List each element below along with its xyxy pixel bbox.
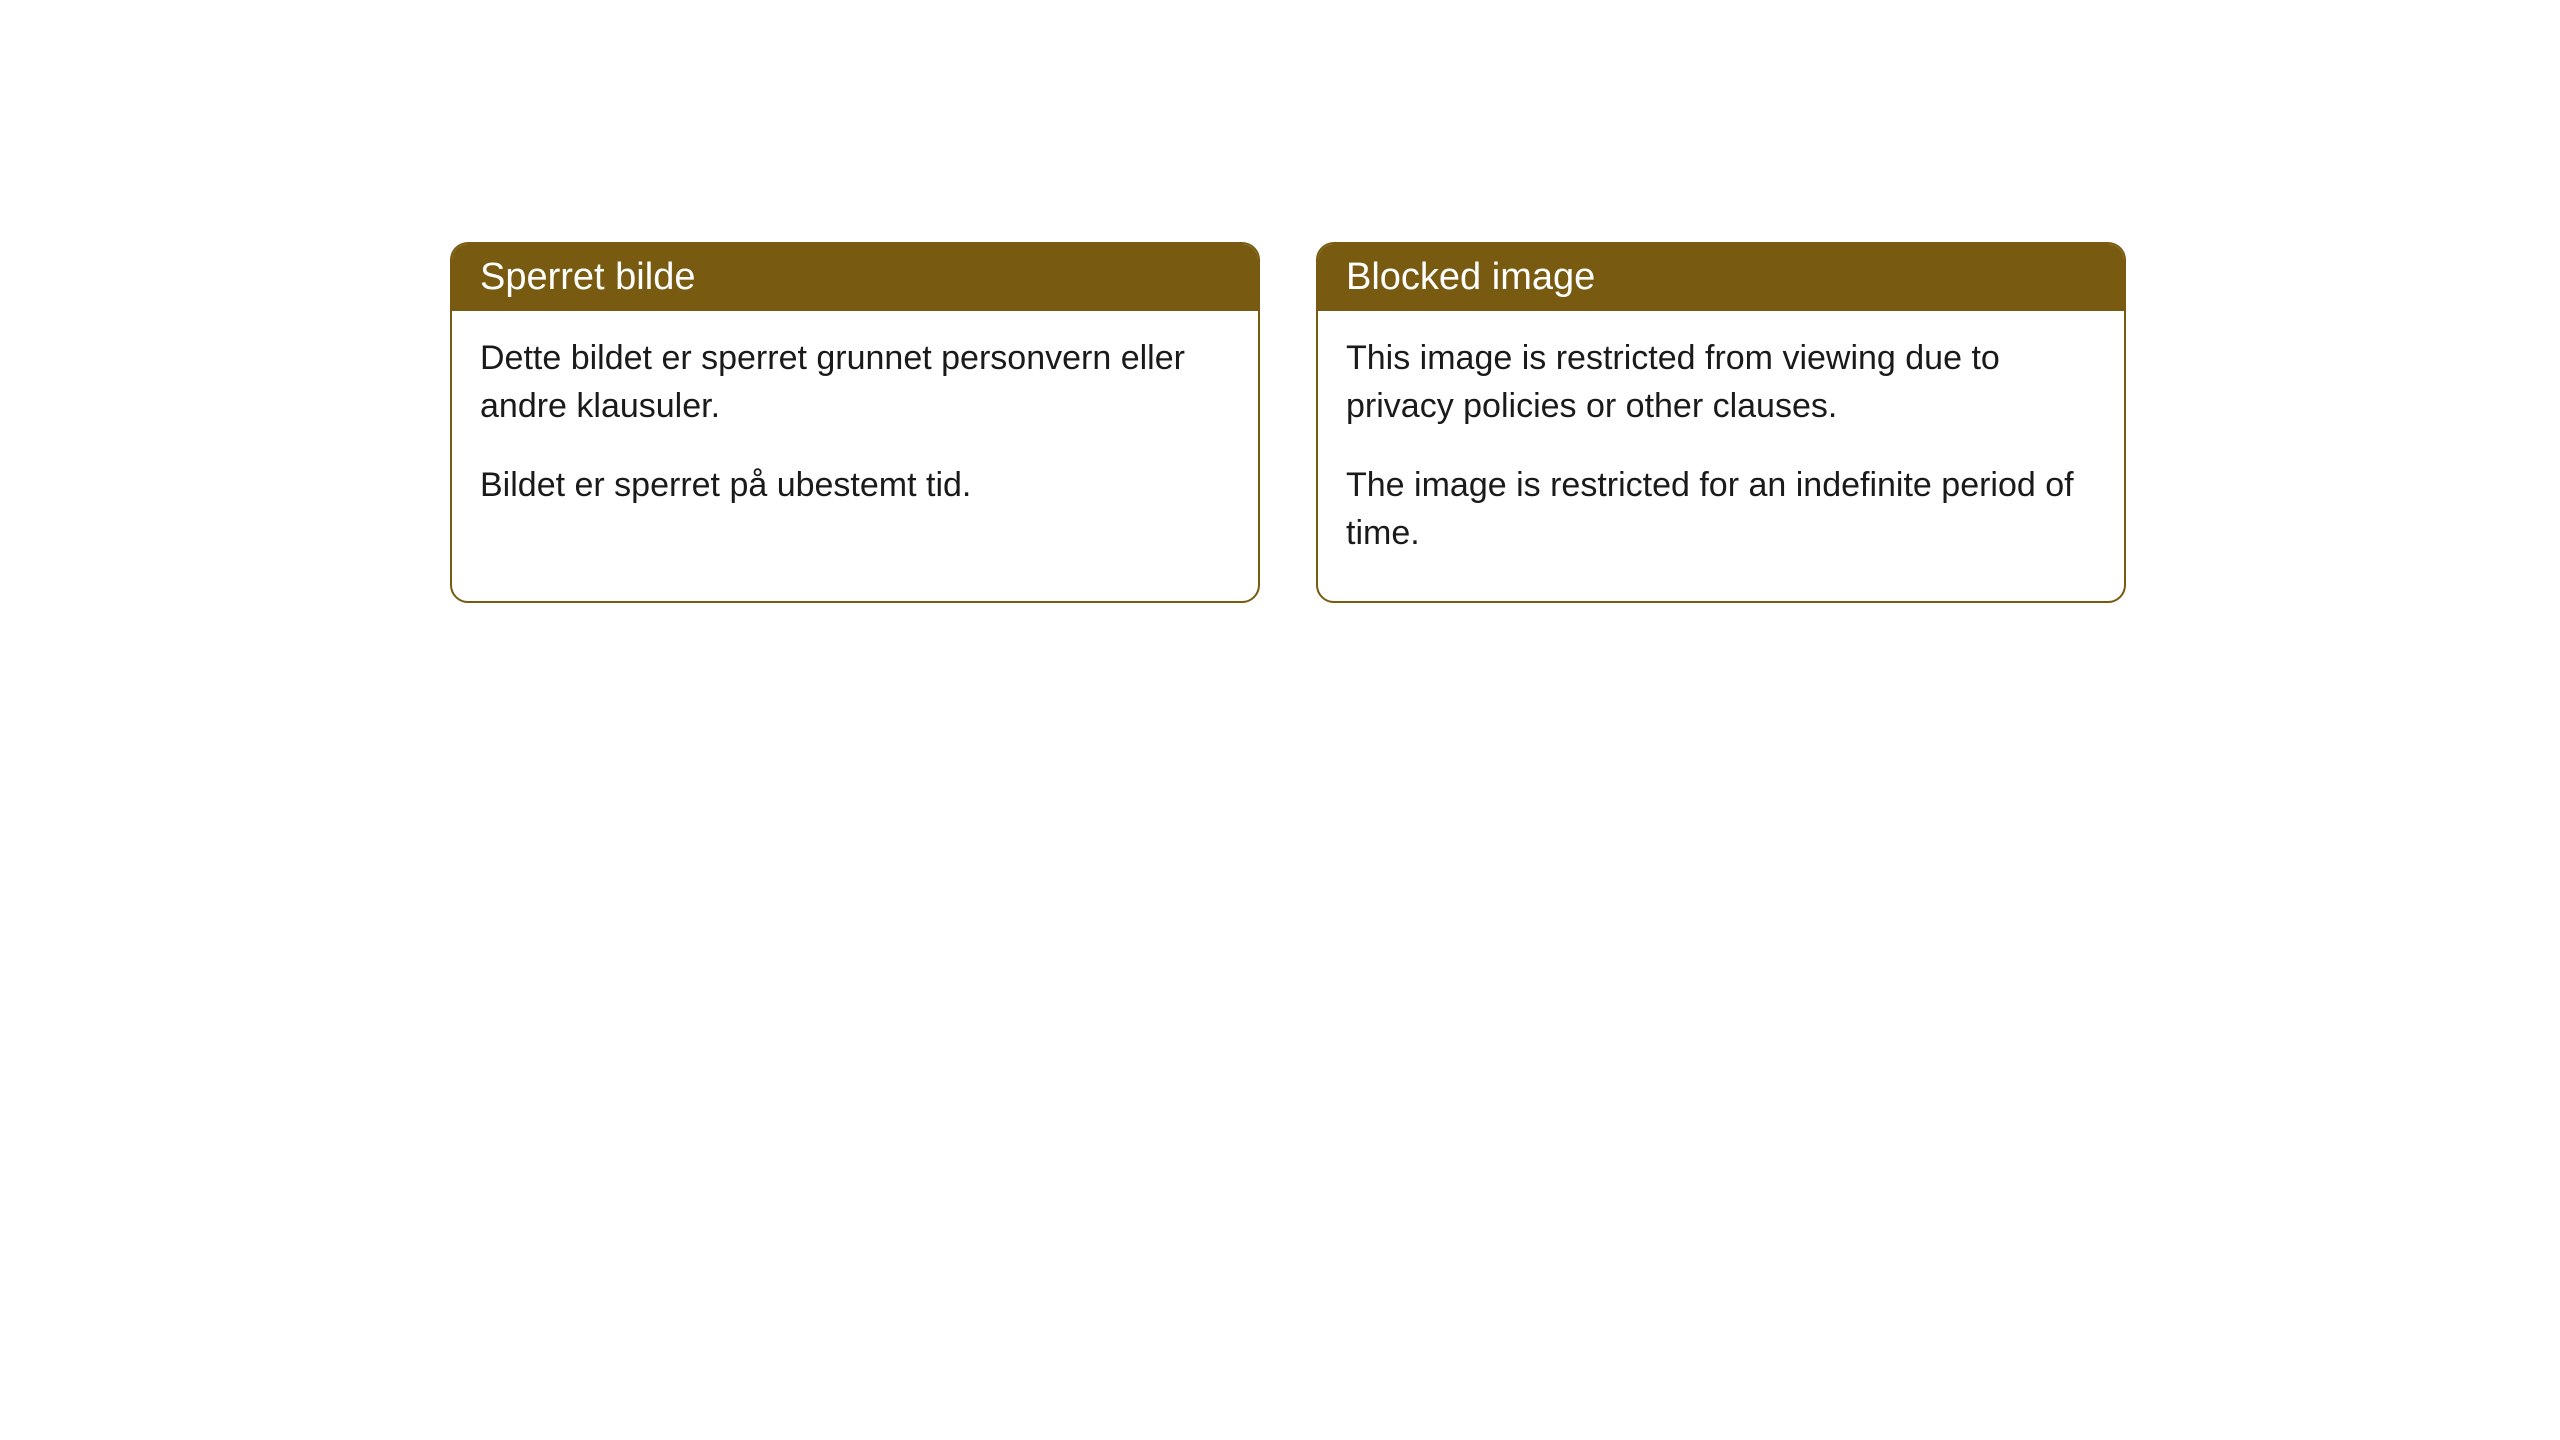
blocked-image-card-english: Blocked image This image is restricted f… [1316,242,2126,603]
card-body-norwegian: Dette bildet er sperret grunnet personve… [452,311,1258,554]
card-body-english: This image is restricted from viewing du… [1318,311,2124,601]
card-header-english: Blocked image [1318,244,2124,311]
card-title: Sperret bilde [480,256,695,298]
card-header-norwegian: Sperret bilde [452,244,1258,311]
card-paragraph: This image is restricted from viewing du… [1346,335,2096,430]
card-paragraph: The image is restricted for an indefinit… [1346,462,2096,557]
card-paragraph: Bildet er sperret på ubestemt tid. [480,462,1230,510]
card-title: Blocked image [1346,256,1595,298]
notification-cards-container: Sperret bilde Dette bildet er sperret gr… [450,242,2126,603]
blocked-image-card-norwegian: Sperret bilde Dette bildet er sperret gr… [450,242,1260,603]
card-paragraph: Dette bildet er sperret grunnet personve… [480,335,1230,430]
